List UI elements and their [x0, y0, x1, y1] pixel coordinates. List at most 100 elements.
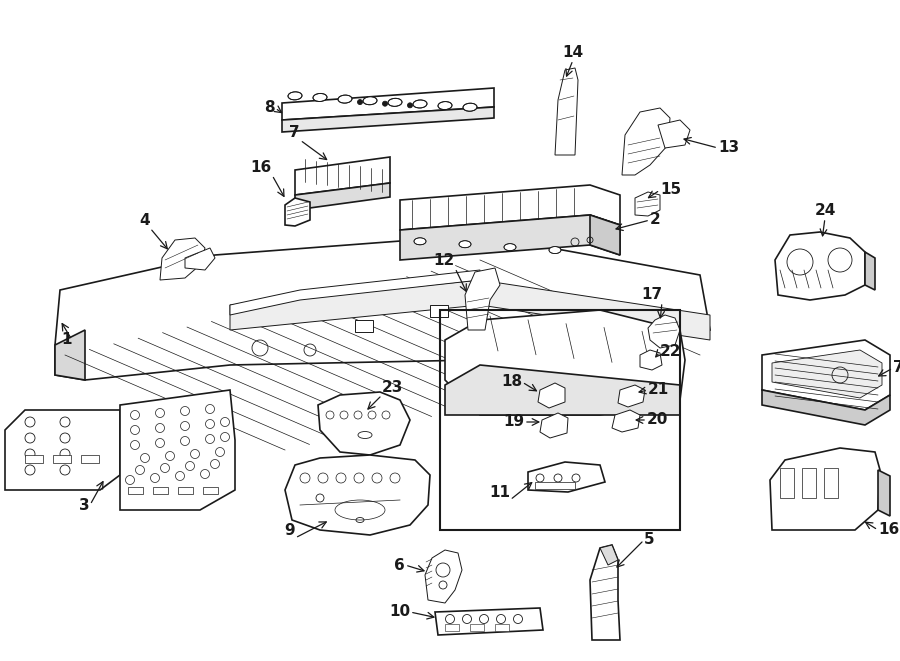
Polygon shape [648, 315, 680, 348]
Text: 13: 13 [718, 141, 739, 155]
Bar [535, 482, 575, 489]
Polygon shape [445, 365, 680, 415]
Polygon shape [775, 232, 865, 300]
Text: 9: 9 [284, 523, 295, 538]
Bar [440, 310, 680, 530]
Polygon shape [865, 252, 875, 290]
Text: 11: 11 [489, 485, 510, 500]
Bar [128, 487, 143, 494]
Polygon shape [445, 310, 685, 415]
Circle shape [357, 100, 363, 104]
Text: 6: 6 [394, 557, 405, 572]
Text: 24: 24 [814, 203, 836, 218]
Circle shape [408, 103, 412, 108]
Polygon shape [400, 185, 620, 230]
Bar [203, 487, 218, 494]
Polygon shape [772, 350, 882, 398]
Text: 8: 8 [265, 100, 275, 116]
Ellipse shape [504, 244, 516, 251]
Polygon shape [55, 235, 710, 380]
Polygon shape [658, 120, 690, 148]
Ellipse shape [388, 98, 402, 106]
Polygon shape [282, 107, 494, 132]
Text: 18: 18 [501, 375, 522, 389]
Polygon shape [400, 215, 620, 260]
Text: 14: 14 [562, 45, 583, 60]
Polygon shape [285, 455, 430, 535]
Bar [495, 624, 509, 631]
Polygon shape [185, 248, 215, 270]
Ellipse shape [313, 93, 327, 102]
Polygon shape [762, 390, 890, 425]
Text: 15: 15 [660, 182, 681, 198]
Text: 4: 4 [140, 213, 150, 228]
Bar [802, 468, 816, 498]
Polygon shape [635, 192, 660, 216]
Text: 1: 1 [61, 332, 72, 348]
Polygon shape [590, 215, 620, 255]
Polygon shape [295, 183, 390, 210]
Ellipse shape [459, 241, 471, 248]
Text: 16: 16 [878, 522, 899, 537]
Polygon shape [282, 88, 494, 120]
Ellipse shape [463, 103, 477, 111]
Polygon shape [762, 340, 890, 410]
Text: 3: 3 [79, 498, 90, 512]
Polygon shape [435, 608, 543, 635]
Text: 22: 22 [660, 344, 681, 360]
Polygon shape [590, 545, 620, 640]
Polygon shape [425, 550, 462, 603]
Polygon shape [600, 545, 618, 565]
Polygon shape [230, 280, 710, 340]
Text: 20: 20 [647, 412, 669, 428]
Ellipse shape [338, 95, 352, 103]
Ellipse shape [363, 97, 377, 104]
Text: 17: 17 [641, 287, 662, 302]
Text: 5: 5 [644, 533, 654, 547]
Polygon shape [160, 238, 205, 280]
Polygon shape [612, 410, 640, 432]
Bar [355, 320, 373, 332]
Polygon shape [318, 392, 410, 455]
Polygon shape [55, 330, 85, 380]
Text: 23: 23 [382, 380, 403, 395]
Polygon shape [285, 198, 310, 226]
Bar [780, 468, 794, 498]
Polygon shape [555, 68, 578, 155]
Polygon shape [528, 462, 605, 492]
Polygon shape [618, 385, 645, 407]
Ellipse shape [413, 100, 427, 108]
Ellipse shape [288, 92, 302, 100]
Polygon shape [538, 383, 565, 408]
Text: 7: 7 [893, 360, 900, 375]
Polygon shape [295, 157, 390, 195]
Text: 10: 10 [389, 605, 410, 619]
Ellipse shape [414, 238, 426, 245]
Bar [470, 624, 484, 631]
Text: 21: 21 [648, 383, 670, 397]
Bar [178, 487, 193, 494]
Polygon shape [5, 410, 120, 490]
Bar [153, 487, 168, 494]
Text: 12: 12 [434, 253, 455, 268]
Polygon shape [230, 270, 480, 315]
Ellipse shape [549, 247, 561, 254]
Ellipse shape [438, 102, 452, 110]
Text: 7: 7 [290, 125, 300, 140]
Polygon shape [465, 268, 500, 330]
Bar [81, 455, 99, 463]
Polygon shape [640, 350, 662, 370]
Text: 2: 2 [650, 212, 661, 227]
Bar [53, 455, 71, 463]
Polygon shape [878, 470, 890, 516]
Circle shape [382, 101, 388, 106]
Polygon shape [770, 448, 880, 530]
Bar [824, 468, 838, 498]
Polygon shape [120, 390, 235, 510]
Bar [25, 455, 43, 463]
Polygon shape [540, 413, 568, 438]
Bar [445, 624, 459, 631]
Polygon shape [622, 108, 670, 175]
Bar [430, 305, 448, 317]
Text: 16: 16 [251, 160, 272, 175]
